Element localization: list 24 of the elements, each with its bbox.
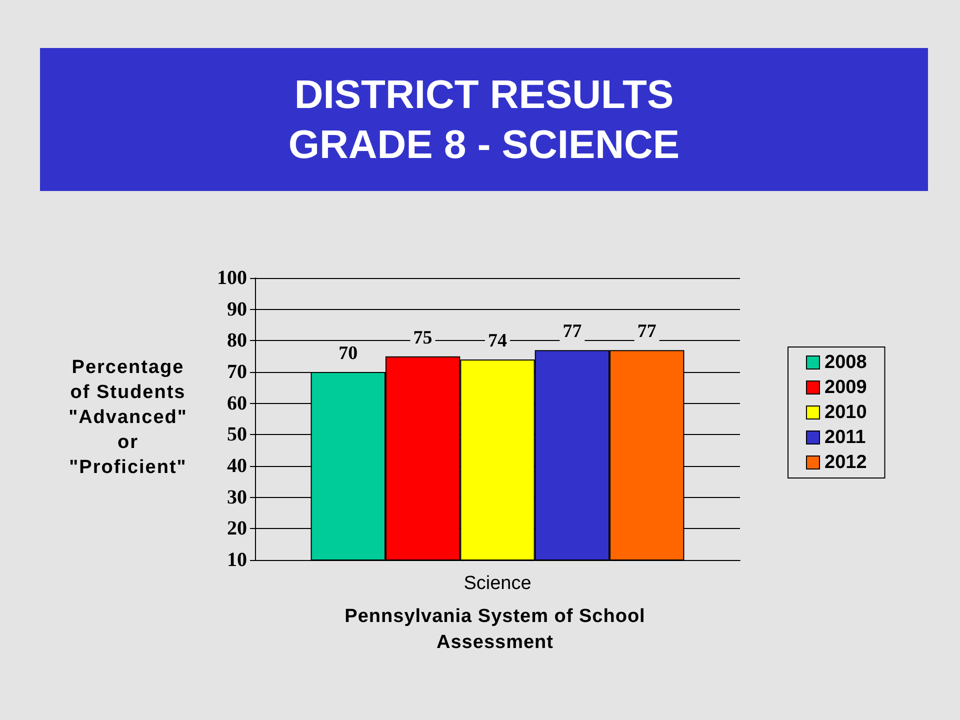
y-tick-label: 70	[227, 361, 247, 383]
y-tick-label: 40	[227, 455, 247, 477]
legend-label: 2008	[824, 352, 867, 373]
data-label: 77	[637, 321, 657, 342]
data-label: 70	[338, 343, 358, 364]
y-tick-label: 100	[217, 267, 247, 289]
chart-title: DISTRICT RESULTS GRADE 8 - SCIENCE	[40, 48, 928, 191]
y-tick-label: 20	[227, 518, 247, 540]
y-tick-label: 10	[227, 549, 247, 571]
y-tick-label: 50	[227, 424, 247, 446]
x-axis-title: Pennsylvania System of School Assessment	[344, 605, 646, 655]
legend-label: 2012	[824, 452, 867, 473]
legend-label: 2011	[824, 427, 866, 448]
legend-label: 2010	[824, 402, 867, 423]
data-label: 74	[488, 330, 508, 352]
y-tick-label: 90	[227, 298, 247, 320]
legend-label: 2009	[824, 377, 867, 398]
y-axis-title: Percentage of Students "Advanced" or "Proficient"	[68, 356, 188, 480]
y-tick-label: 60	[227, 392, 247, 414]
data-label: 75	[413, 327, 432, 348]
y-tick-label: 30	[227, 486, 247, 508]
y-tick-label: 80	[227, 330, 247, 352]
data-label: 77	[562, 321, 582, 342]
x-tick-label: Science	[464, 573, 532, 594]
